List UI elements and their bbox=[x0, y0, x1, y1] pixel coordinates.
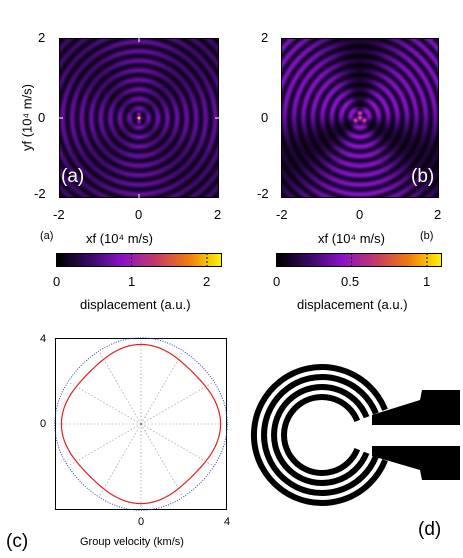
upper-electrode-pad bbox=[372, 390, 460, 425]
y-tick-c-top: 4 bbox=[40, 333, 47, 345]
spiral-arc bbox=[281, 394, 361, 476]
cbar-a-tick-2: 2 bbox=[203, 274, 211, 289]
x-tick-a-right: 2 bbox=[214, 207, 222, 222]
cbar-a-label: displacement (a.u.) bbox=[80, 297, 191, 312]
x-tick-b-left: -2 bbox=[276, 207, 288, 222]
x-tick-b-mid: 0 bbox=[356, 207, 364, 222]
cbar-a-tick-1: 1 bbox=[128, 274, 136, 289]
outer-velocity-curve bbox=[54, 337, 228, 511]
polar-spoke bbox=[140, 381, 214, 425]
colorbar-b-ticks bbox=[351, 253, 428, 267]
cbar-b-label: displacement (a.u.) bbox=[297, 297, 408, 312]
axes-frame-a bbox=[59, 38, 219, 198]
panel-a-outer-label: (a) bbox=[40, 230, 54, 242]
cbar-a-tick-0: 0 bbox=[53, 274, 61, 289]
spiral-transducer-d bbox=[251, 364, 460, 506]
panel-b-inner-label: (b) bbox=[411, 166, 435, 187]
panel-c-label: (c) bbox=[6, 531, 29, 552]
y-tick-a-mid: 0 bbox=[38, 110, 46, 125]
x-tick-c-mid: 0 bbox=[138, 516, 145, 528]
cbar-b-tick-0: 0 bbox=[273, 274, 281, 289]
x-axis-label-c: Group velocity (km/s) bbox=[80, 536, 184, 548]
y-tick-c-mid: 0 bbox=[40, 418, 47, 430]
x-axis-label-b: xf (10⁴ m/s) bbox=[318, 231, 385, 246]
x-tick-a-mid: 0 bbox=[135, 207, 143, 222]
x-tick-b-right: 2 bbox=[434, 207, 442, 222]
y-tick-a-bottom: -2 bbox=[34, 186, 46, 201]
polar-spoke bbox=[140, 423, 184, 497]
polar-spoke bbox=[140, 423, 214, 467]
heatmap-b bbox=[281, 38, 439, 198]
x-tick-a-left: -2 bbox=[53, 207, 65, 222]
cbar-b-tick-1: 0.5 bbox=[341, 274, 360, 289]
colorbar-b bbox=[276, 253, 442, 267]
polar-spoke bbox=[98, 423, 142, 497]
inner-velocity-curve bbox=[60, 343, 222, 505]
y-tick-b-mid: 0 bbox=[261, 110, 269, 125]
cbar-b-tick-2: 1 bbox=[423, 274, 431, 289]
spiral-arc bbox=[251, 364, 388, 506]
spiral-arc bbox=[271, 384, 370, 486]
polar-spoke bbox=[68, 423, 142, 467]
y-axis-label-a: yf (10⁴ m/s) bbox=[19, 84, 35, 151]
y-tick-a-top: 2 bbox=[38, 30, 46, 45]
heatmap-a bbox=[59, 38, 219, 198]
x-axis-label-a: xf (10⁴ m/s) bbox=[86, 231, 153, 246]
panel-a-inner-label: (a) bbox=[61, 166, 85, 187]
spiral-arc bbox=[261, 374, 379, 496]
y-tick-b-top: 2 bbox=[261, 30, 269, 45]
colorbar-a-ticks bbox=[131, 253, 208, 267]
panel-b-outer-label: (b) bbox=[420, 230, 434, 242]
polar-plot-c bbox=[54, 337, 228, 511]
axes-frame-b bbox=[281, 38, 439, 198]
panel-d-label: (d) bbox=[418, 519, 442, 540]
lower-electrode-pad bbox=[372, 446, 460, 480]
polar-spoke bbox=[68, 381, 142, 425]
colorbar-a bbox=[56, 253, 222, 267]
y-tick-b-bottom: -2 bbox=[257, 186, 269, 201]
x-tick-c-right: 4 bbox=[224, 516, 231, 528]
